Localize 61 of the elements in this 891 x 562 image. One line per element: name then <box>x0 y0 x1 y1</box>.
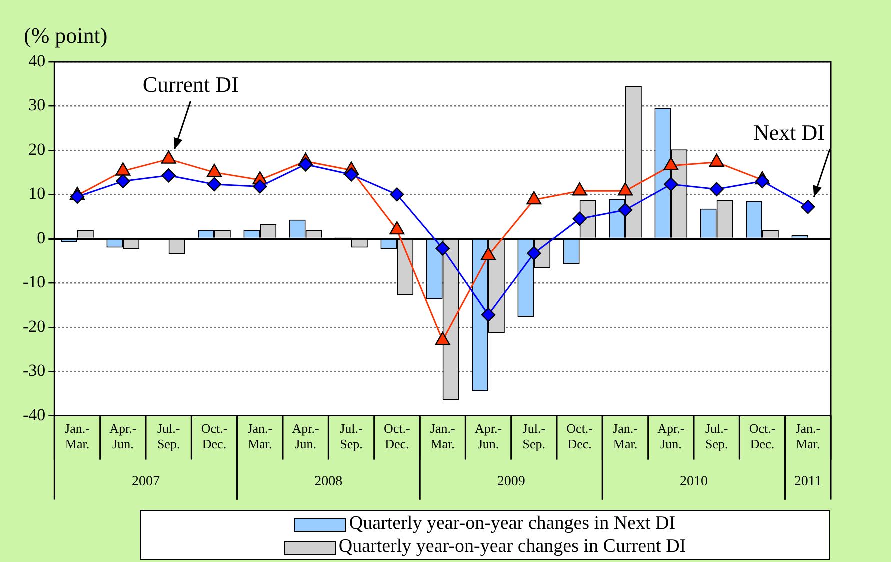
point <box>344 168 359 182</box>
y-tick-label: 40 <box>28 51 46 70</box>
point <box>526 191 542 205</box>
y-tick-label: 10 <box>28 184 46 204</box>
x-tick-label: Apr.- Jun. <box>474 421 502 452</box>
point <box>664 177 678 192</box>
point <box>298 158 313 172</box>
point <box>618 182 634 196</box>
point <box>70 190 85 204</box>
point <box>116 162 131 176</box>
x-tick-label: Jul.- Sep. <box>705 421 728 452</box>
y-tick-label: 20 <box>28 140 46 159</box>
x-tick-label: Apr.- Jun. <box>658 421 685 452</box>
x-tick-label: Jan.- Mar. <box>430 421 456 452</box>
y-tick-label: 30 <box>28 96 46 115</box>
x-tick-label: Oct.- Dec. <box>201 421 228 452</box>
y-tick-label: -10 <box>22 272 46 292</box>
point <box>206 164 222 178</box>
x-tick-label: Jan.- Mar. <box>796 421 821 452</box>
point <box>527 246 542 261</box>
point <box>664 157 679 171</box>
x-tick-label: Jul.- Sep. <box>157 421 180 452</box>
text: 2011 <box>794 474 822 490</box>
y-tick-label: -40 <box>22 405 46 424</box>
point <box>755 174 770 189</box>
legend-label: Quarterly year-on-year changes in Current DI <box>338 536 686 557</box>
y-tick-label: 0 <box>37 228 46 248</box>
text: 2009 <box>497 474 526 490</box>
point <box>572 212 587 226</box>
legend-label: Quarterly year-on-year changes in Next DI <box>349 513 676 534</box>
point <box>436 242 450 256</box>
point <box>253 180 268 194</box>
y-tick-label: -20 <box>22 316 46 336</box>
y-axis-title: (% point) <box>24 22 108 48</box>
x-tick-label: Apr.- Jun. <box>292 421 320 452</box>
text: 2010 <box>680 474 708 490</box>
point <box>618 203 633 218</box>
point <box>116 174 130 189</box>
point <box>710 182 724 196</box>
x-tick-label: Oct.- Dec. <box>749 421 776 452</box>
x-tick-label: Jul.- Sep. <box>340 421 363 452</box>
x-tick-label: Oct.- Dec. <box>384 421 410 452</box>
point <box>207 177 222 192</box>
point <box>162 168 176 183</box>
text: 2008 <box>314 474 343 490</box>
x-tick-label: Jan.- Mar. <box>248 421 273 452</box>
x-tick-label: Jul.- Sep. <box>522 421 546 452</box>
point <box>801 200 816 214</box>
point <box>481 308 496 322</box>
x-tick-label: Jan.- Mar. <box>65 421 90 452</box>
y-tick-label: -30 <box>22 361 46 380</box>
point <box>161 150 176 164</box>
point <box>390 188 404 202</box>
point <box>709 154 724 167</box>
text: 2007 <box>132 474 160 490</box>
text: Current DI <box>142 72 239 98</box>
x-tick-label: Jan.- Mar. <box>613 421 638 452</box>
x-tick-label: Oct.- Dec. <box>566 421 594 452</box>
point <box>572 182 588 196</box>
x-tick-label: Apr.- Jun. <box>110 421 137 452</box>
series-label: Next DI <box>754 120 826 145</box>
